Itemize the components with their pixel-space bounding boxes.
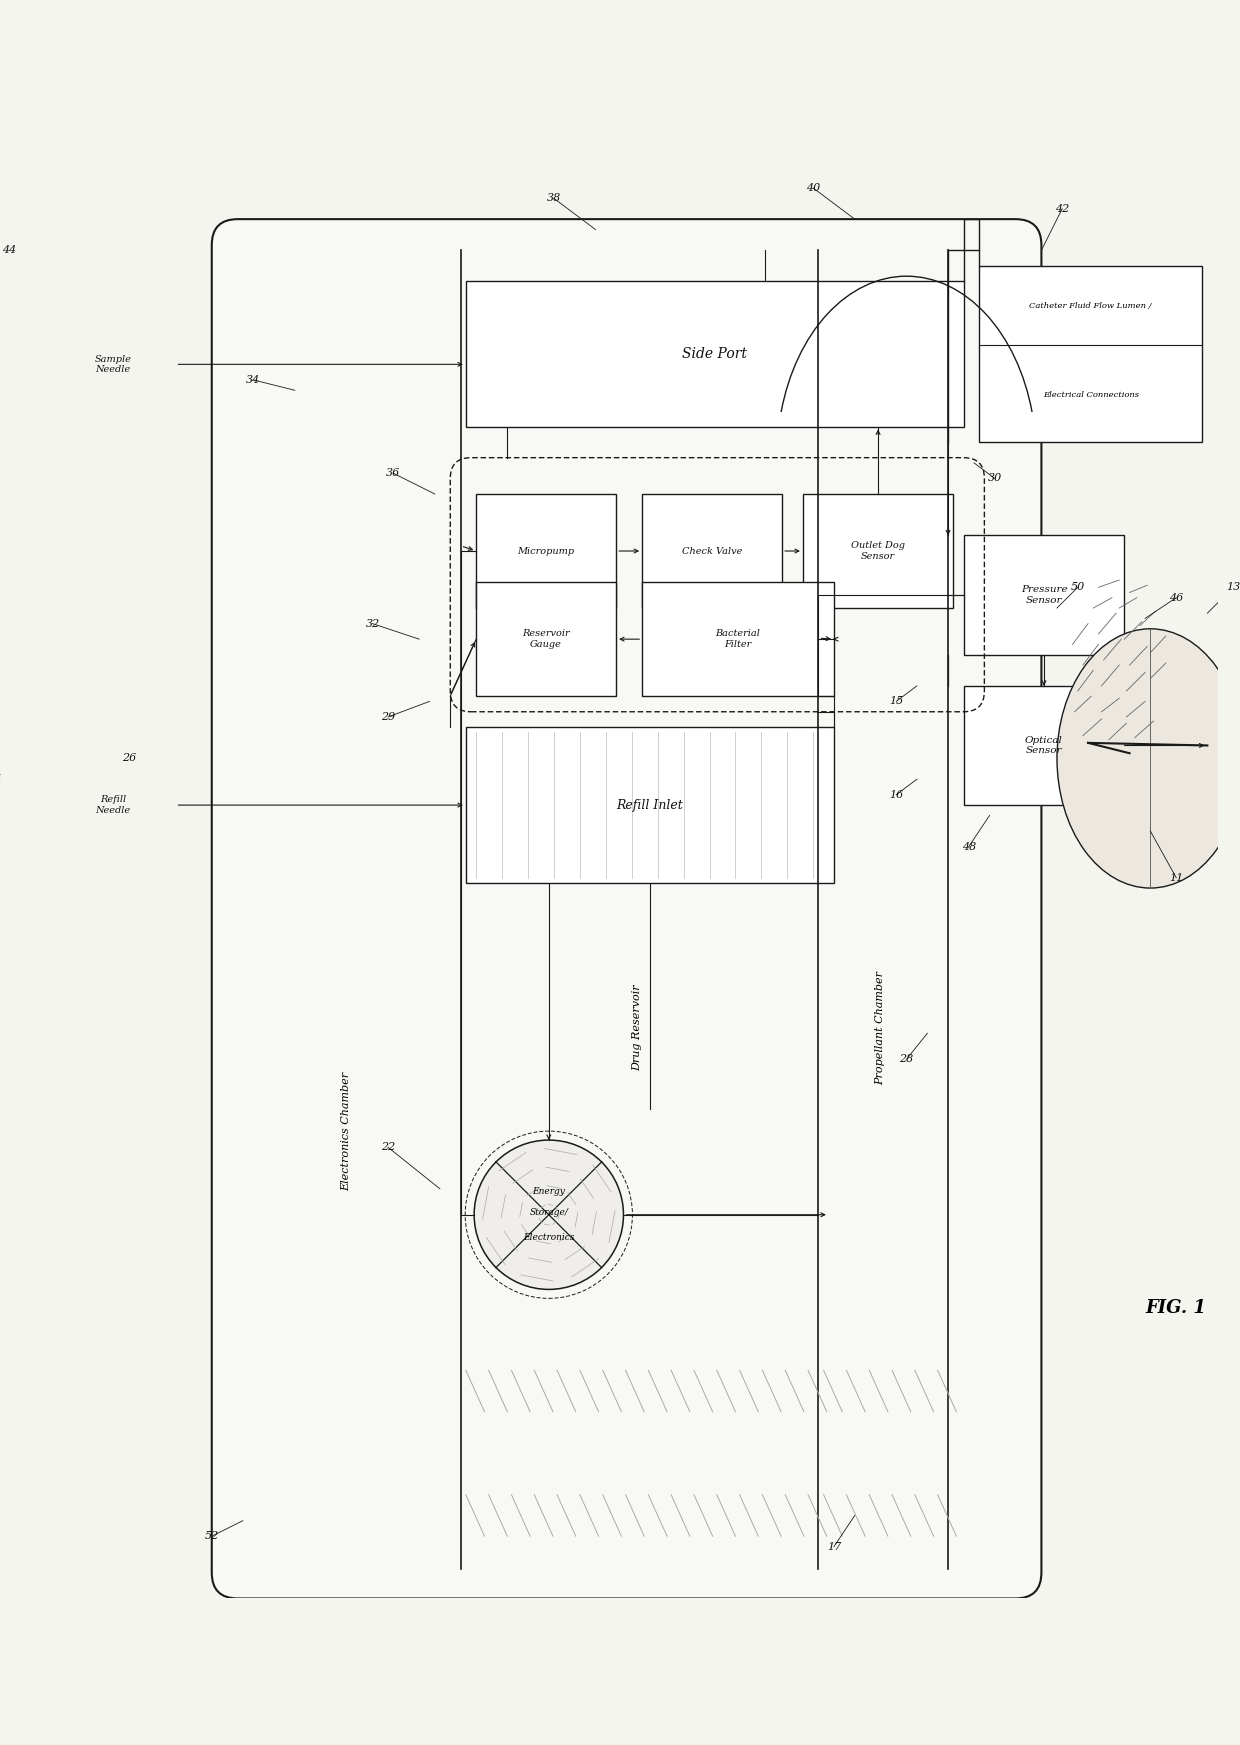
Bar xyxy=(642,583,835,696)
Text: 29: 29 xyxy=(381,712,396,722)
Text: 36: 36 xyxy=(386,468,401,478)
Text: Electronics: Electronics xyxy=(523,1234,574,1242)
Bar xyxy=(642,583,835,696)
Text: 22: 22 xyxy=(381,1143,396,1152)
Bar xyxy=(802,494,954,607)
Text: Pressure
Sensor: Pressure Sensor xyxy=(1021,585,1068,606)
Text: Optical
Sensor: Optical Sensor xyxy=(1025,736,1063,756)
Bar xyxy=(963,536,1125,654)
Bar xyxy=(476,494,616,607)
Bar xyxy=(963,536,1125,654)
FancyBboxPatch shape xyxy=(212,220,1042,1598)
Bar xyxy=(51,733,175,878)
Text: 16: 16 xyxy=(889,790,904,799)
Text: Check Valve: Check Valve xyxy=(682,546,743,555)
Bar xyxy=(642,494,782,607)
Text: Drug Reservoir: Drug Reservoir xyxy=(632,984,642,1071)
Text: Micropump: Micropump xyxy=(517,546,575,555)
Text: Sample
Needle: Sample Needle xyxy=(94,354,131,373)
Bar xyxy=(980,265,1202,441)
Bar xyxy=(476,583,616,696)
Text: 34: 34 xyxy=(246,375,260,386)
Text: 38: 38 xyxy=(547,194,562,204)
Bar xyxy=(51,286,175,441)
Text: 30: 30 xyxy=(987,473,1002,483)
Bar xyxy=(476,583,616,696)
Text: 28: 28 xyxy=(899,1054,914,1064)
Circle shape xyxy=(474,1139,624,1290)
Ellipse shape xyxy=(1056,628,1240,888)
Text: Refill
Needle: Refill Needle xyxy=(95,796,130,815)
Bar xyxy=(51,733,175,878)
Text: Refill Inlet: Refill Inlet xyxy=(616,799,683,811)
Bar xyxy=(642,494,782,607)
Text: 26: 26 xyxy=(122,754,136,763)
Text: 11: 11 xyxy=(1169,872,1183,883)
Text: Bacterial
Filter: Bacterial Filter xyxy=(715,630,760,649)
Text: Side Port: Side Port xyxy=(682,347,748,361)
Text: Reservoir
Gauge: Reservoir Gauge xyxy=(522,630,570,649)
Text: Storage/: Storage/ xyxy=(529,1208,568,1218)
Text: Energy: Energy xyxy=(532,1187,565,1197)
Text: 48: 48 xyxy=(962,841,976,852)
Text: Propellant Chamber: Propellant Chamber xyxy=(875,970,885,1085)
Text: 44: 44 xyxy=(2,246,16,255)
Bar xyxy=(51,286,175,441)
Text: 15: 15 xyxy=(889,696,904,707)
Text: 13: 13 xyxy=(1226,583,1240,592)
Text: Electronics Chamber: Electronics Chamber xyxy=(341,1071,352,1192)
Text: 46: 46 xyxy=(1169,593,1183,602)
Text: 52: 52 xyxy=(205,1530,219,1541)
Text: 40: 40 xyxy=(806,183,821,194)
Bar xyxy=(476,494,616,607)
Bar xyxy=(980,265,1202,346)
Bar xyxy=(802,494,954,607)
Bar xyxy=(466,281,963,426)
Text: Catheter Fluid Flow Lumen /: Catheter Fluid Flow Lumen / xyxy=(1029,302,1152,311)
Text: 42: 42 xyxy=(1055,204,1069,215)
Bar xyxy=(963,686,1125,804)
Text: 17: 17 xyxy=(827,1541,841,1551)
Text: 32: 32 xyxy=(366,619,379,628)
Text: Outlet Dog
Sensor: Outlet Dog Sensor xyxy=(851,541,905,560)
Text: 50: 50 xyxy=(1070,583,1085,592)
Bar xyxy=(466,728,835,883)
Bar xyxy=(963,686,1125,804)
Text: FIG. 1: FIG. 1 xyxy=(1146,1298,1207,1317)
Text: Electrical Connections: Electrical Connections xyxy=(1043,391,1138,398)
